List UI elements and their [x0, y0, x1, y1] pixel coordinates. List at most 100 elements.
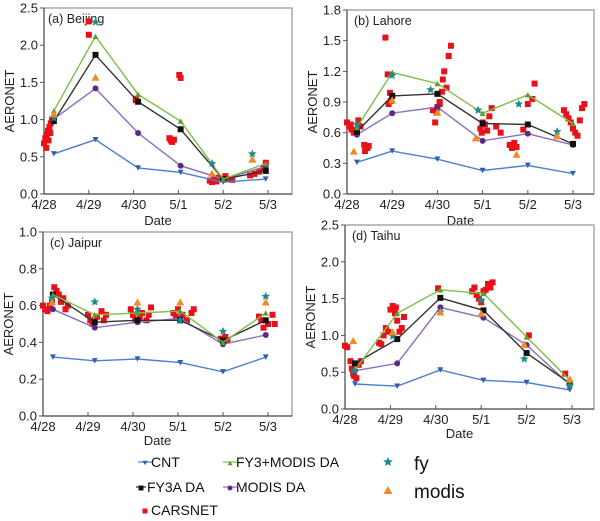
carsnet-point: [170, 309, 177, 316]
cnt-marker: [480, 377, 487, 383]
y-axis-title: AERONET: [2, 70, 17, 133]
carsnet-point: [506, 141, 513, 148]
y-tick-label: 0.0: [321, 402, 339, 417]
carsnet-point: [471, 284, 478, 291]
legend: CNT FY3+MODIS DA FY3A DA MODIS DA CARSNET fy m…: [136, 454, 465, 518]
fy3a-marker: [134, 317, 141, 324]
y-tick-label: 0.5: [20, 149, 38, 164]
carsnet-point: [469, 288, 476, 295]
carsnet-point: [348, 365, 355, 372]
carsnet-point: [271, 321, 278, 327]
carsnet-point: [508, 145, 515, 151]
carsnet-point: [229, 176, 236, 183]
carsnet-point: [190, 306, 197, 313]
carsnet-point: [487, 284, 494, 291]
fy3modis-marker: [524, 92, 531, 98]
modis_da-marker: [135, 129, 142, 136]
x-tick-label: 5/1: [472, 412, 490, 427]
cnt-marker: [262, 354, 269, 360]
carsnet-point: [148, 304, 154, 311]
carsnet-point: [170, 136, 177, 143]
fy3a-marker: [177, 126, 184, 133]
points-fy: [352, 70, 562, 136]
panel-c: 0.0 0.2 0.4 0.6 0.8 1.0 4/28 4/29 4/30 5/1 5/2 5/3 D…: [1, 225, 293, 448]
fy-point: [473, 105, 483, 114]
x-tick-label: 4/30: [425, 197, 450, 212]
legend-label: FY3A DA: [147, 479, 205, 495]
carsnet-point: [439, 76, 446, 83]
plot-frame: [42, 231, 293, 417]
carsnet-point: [511, 139, 518, 146]
carsnet-point: [429, 107, 436, 114]
y-tick-label: 1.0: [20, 112, 38, 127]
carsnet-point: [224, 176, 231, 183]
cnt-marker: [566, 387, 573, 393]
x-tick-label: 5/1: [474, 197, 492, 212]
fy3a-marker: [50, 118, 57, 125]
y-tick-label: 0.3: [323, 156, 341, 171]
plot-frame: [43, 7, 293, 195]
carsnet-point: [251, 170, 258, 177]
points-modis: [49, 73, 257, 177]
y-tick-label: 1.8: [323, 3, 341, 18]
carsnet-point: [380, 332, 387, 339]
carsnet-point: [497, 129, 504, 136]
carsnet-point: [64, 302, 71, 309]
y-tick-label: 0.6: [323, 125, 341, 140]
carsnet-point: [348, 126, 355, 133]
carsnet-point: [565, 115, 572, 122]
modis_da-line: [53, 87, 266, 180]
carsnet-point: [378, 341, 385, 348]
carsnet-point: [85, 311, 91, 318]
carsnet-point: [344, 344, 351, 351]
y-tick-label: 2.5: [321, 218, 339, 233]
carsnet-point: [100, 317, 107, 324]
series-cnt: [353, 148, 576, 177]
modis_da-marker: [91, 324, 98, 331]
fy-point: [133, 304, 142, 313]
x-axis-title: Date: [447, 213, 474, 228]
carsnet-point: [445, 53, 452, 59]
carsnet-point: [576, 117, 583, 124]
fy3modis-marker: [134, 310, 141, 316]
x-axis-title: Date: [144, 433, 171, 448]
fy3a-marker: [570, 140, 576, 147]
carsnet-point: [525, 332, 532, 339]
y-axis-title: AERONET: [1, 293, 16, 356]
fy-point: [349, 366, 359, 375]
carsnet-point: [362, 148, 369, 155]
fy-point: [90, 297, 100, 306]
carsnet-point: [401, 314, 408, 320]
legend-fy-icon: [383, 457, 393, 467]
cnt-marker: [389, 148, 396, 154]
fy3a-marker: [394, 336, 401, 343]
carsnet-point: [520, 126, 527, 133]
carsnet-point: [184, 317, 190, 324]
series-fy3a: [351, 294, 573, 387]
cnt-marker: [394, 383, 401, 389]
fy-point: [49, 113, 59, 122]
series-fy3a: [50, 51, 269, 183]
modis-point: [436, 308, 445, 316]
fy-point: [47, 293, 57, 302]
carsnet-point: [572, 129, 579, 136]
y-tick-label: 0.8: [19, 261, 37, 276]
carsnet-point: [563, 111, 570, 118]
carsnet-point: [560, 107, 567, 114]
x-tick-label: 4/30: [120, 419, 145, 434]
legend-fy3modis-icon: [227, 460, 233, 466]
carsnet-point: [513, 143, 520, 150]
cnt-marker: [134, 356, 141, 362]
cnt-marker: [220, 369, 226, 375]
carsnet-point: [45, 137, 52, 144]
modis-point: [248, 155, 257, 163]
fy-point: [387, 70, 397, 80]
series-fy3modis: [50, 33, 269, 182]
points-modis: [349, 96, 562, 158]
legend-item-fy3modis: FY3+MODIS DA: [223, 454, 340, 470]
series-fy3a: [49, 291, 269, 344]
carsnet-point: [436, 101, 443, 108]
carsnet-point: [385, 101, 392, 108]
fy3modis-marker: [177, 308, 184, 314]
x-tick-label: 4/29: [378, 412, 403, 427]
